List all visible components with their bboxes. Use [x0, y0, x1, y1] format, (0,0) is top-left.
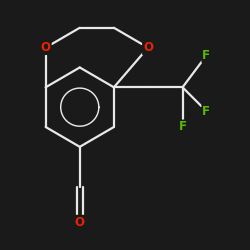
Text: F: F — [178, 120, 186, 134]
Text: F: F — [202, 49, 210, 62]
Text: F: F — [202, 104, 210, 118]
Text: O: O — [75, 216, 85, 229]
Text: O: O — [143, 41, 153, 54]
Text: O: O — [41, 41, 51, 54]
